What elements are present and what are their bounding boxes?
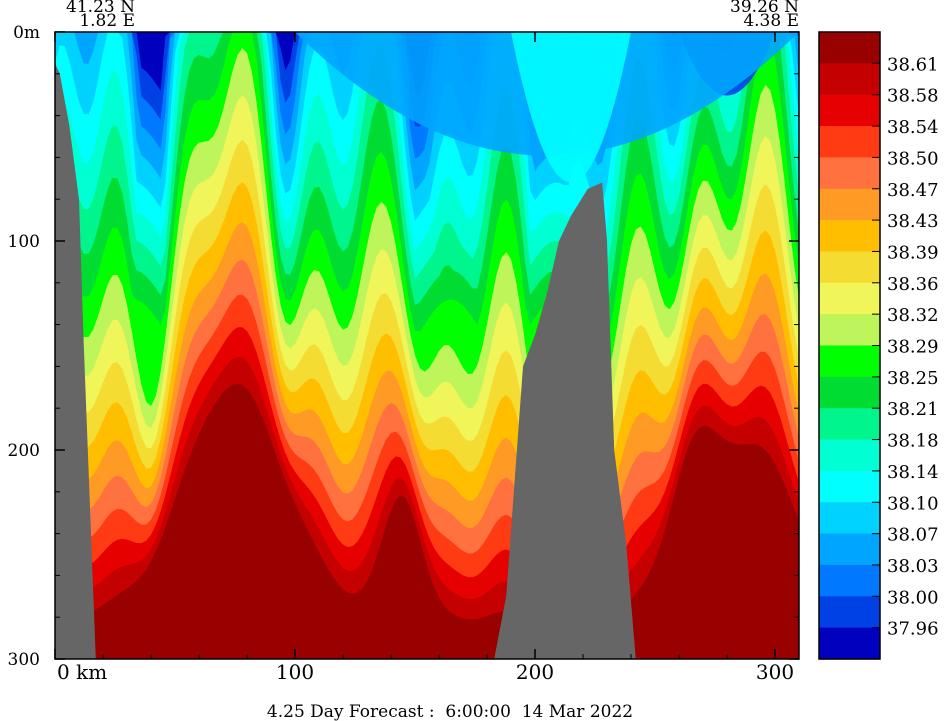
colorbar-swatch xyxy=(819,627,880,660)
x-tick-label: 100 xyxy=(276,660,314,684)
y-tick-label: 300 xyxy=(8,650,40,670)
y-tick-label: 100 xyxy=(8,232,40,252)
colorbar-label: 38.14 xyxy=(887,462,939,483)
bathymetry-seamount xyxy=(494,182,636,659)
colorbar-swatch xyxy=(819,32,880,64)
colorbar-swatch xyxy=(819,533,880,566)
colorbar-swatch xyxy=(819,596,880,629)
colorbar-label: 37.96 xyxy=(887,619,939,640)
colorbar-swatch xyxy=(819,188,880,221)
colorbar-swatch xyxy=(819,470,880,503)
colorbar-swatch xyxy=(819,282,880,315)
salinity-band xyxy=(511,32,631,183)
x-axis: 0 km 100 200 300 xyxy=(54,32,794,684)
bathymetry-left-wall xyxy=(55,63,96,659)
colorbar-swatch xyxy=(819,220,880,253)
plot-frame xyxy=(54,31,800,660)
forecast-footer: 4.25 Day Forecast : 6:00:00 14 Mar 2022 xyxy=(267,702,633,721)
colorbar-swatch xyxy=(819,157,880,190)
colorbar-label: 38.47 xyxy=(887,180,939,201)
colorbar-swatch xyxy=(819,63,880,96)
colorbar-label: 38.58 xyxy=(887,86,939,107)
colorbar-label: 38.21 xyxy=(887,399,939,420)
colorbar-label: 38.54 xyxy=(887,117,939,138)
colorbar-label: 38.32 xyxy=(887,305,939,326)
start-lon-label: 1.82 E xyxy=(79,11,135,31)
x-tick-label: 300 xyxy=(756,660,794,684)
colorbar-label: 38.07 xyxy=(887,525,939,546)
y-axis: 0m 100 200 300 xyxy=(8,23,799,670)
colorbar-swatch xyxy=(819,439,880,472)
y-tick-label: 200 xyxy=(8,441,40,461)
colorbar-swatch xyxy=(819,408,880,441)
colorbar-label: 38.00 xyxy=(887,587,939,608)
end-lat-label: 39.26 N xyxy=(730,0,799,17)
y-tick-label: 0m xyxy=(13,23,40,43)
colorbar-label: 38.43 xyxy=(887,211,939,232)
colorbar: 38.61 38.58 38.54 38.50 38.47 38.43 38.39 38.36… xyxy=(818,31,939,660)
colorbar-swatch xyxy=(819,94,880,127)
colorbar-label: 38.39 xyxy=(887,242,939,263)
colorbar-label: 38.29 xyxy=(887,337,939,358)
colorbar-label: 38.25 xyxy=(887,368,939,389)
colorbar-swatch xyxy=(819,251,880,284)
x-tick-label: 0 km xyxy=(57,660,107,684)
colorbar-label: 38.61 xyxy=(887,54,939,75)
colorbar-label: 38.36 xyxy=(887,274,939,295)
colorbar-label: 38.18 xyxy=(887,431,939,452)
colorbar-label: 38.03 xyxy=(887,556,939,577)
colorbar-swatch xyxy=(819,314,880,347)
colorbar-swatch xyxy=(819,345,880,378)
x-tick-label: 200 xyxy=(516,660,554,684)
colorbar-swatch xyxy=(819,502,880,535)
start-lat-label: 41.23 N xyxy=(66,0,135,17)
colorbar-label: 38.10 xyxy=(887,493,939,514)
colorbar-swatch xyxy=(819,564,880,597)
colorbar-swatch xyxy=(819,126,880,158)
end-lon-label: 4.38 E xyxy=(743,11,799,31)
colorbar-swatch xyxy=(819,376,880,409)
colorbar-label: 38.50 xyxy=(887,148,939,169)
plot-area xyxy=(55,32,799,659)
